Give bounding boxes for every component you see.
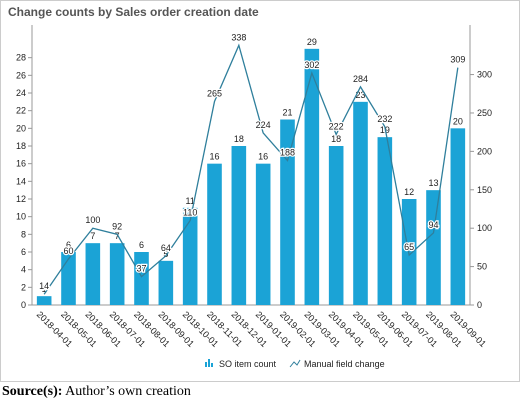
y-tick-label: 0	[21, 300, 26, 310]
bar	[207, 163, 222, 305]
caption-label: Source(s):	[2, 384, 63, 399]
bar-value-label: 6	[139, 240, 144, 250]
bar	[182, 207, 198, 305]
bar-value-label: 7	[115, 231, 120, 241]
y-tick-label: 18	[16, 141, 26, 151]
bar	[134, 252, 149, 305]
line-value-label: 188	[280, 148, 295, 158]
line-value-label: 222	[329, 121, 344, 131]
y2-tick-label: 150	[477, 185, 492, 195]
legend-icon	[211, 363, 213, 367]
y-tick-label: 10	[16, 212, 26, 222]
line-value-label: 14	[39, 281, 49, 291]
bar	[328, 146, 344, 305]
y2-tick-label: 0	[477, 300, 482, 310]
bar	[85, 243, 101, 305]
y-tick-label: 16	[16, 159, 26, 169]
bar	[353, 101, 368, 305]
legend-label: Manual field change	[304, 359, 385, 369]
y-tick-label: 26	[16, 70, 26, 80]
line	[43, 43, 459, 295]
line-value-label: 232	[377, 114, 392, 124]
line-value-label: 64	[161, 243, 171, 253]
chart-title: Change counts by Sales order creation da…	[8, 5, 259, 19]
bar-value-label: 29	[307, 37, 317, 47]
line-value-label: 302	[304, 60, 319, 70]
y2-tick-label: 50	[477, 262, 487, 272]
bar-value-label: 16	[258, 152, 268, 162]
y-tick-label: 22	[16, 106, 26, 116]
bar-value-label: 13	[428, 178, 438, 188]
bar	[158, 260, 174, 305]
line-value-label: 37	[136, 264, 146, 274]
y2-tick-label: 250	[477, 108, 492, 118]
line-value-label: 100	[85, 215, 100, 225]
line-value-label: 265	[207, 88, 222, 98]
line-value-label: 60	[63, 246, 73, 256]
bar	[280, 119, 295, 305]
bar	[36, 296, 52, 305]
y-tick-label: 4	[21, 265, 26, 275]
y-tick-label: 28	[16, 53, 26, 63]
bar	[304, 48, 320, 305]
bar-value-label: 20	[453, 116, 463, 126]
line-value-label: 309	[450, 55, 465, 65]
bar	[377, 137, 393, 305]
legend-icon	[205, 362, 207, 367]
bar-value-label: 7	[90, 231, 95, 241]
line-value-label: 92	[112, 221, 122, 231]
line-value-label: 65	[404, 242, 414, 252]
y2-tick-label: 100	[477, 223, 492, 233]
line-value-label: 224	[256, 120, 271, 130]
line-value-label: 110	[183, 208, 197, 218]
line-value-label: 94	[428, 220, 438, 230]
bar-value-label: 1	[42, 284, 47, 294]
caption-text: Author’s own creation	[65, 384, 191, 399]
bar-value-label: 11	[185, 196, 194, 206]
y2-tick-label: 200	[477, 146, 492, 156]
y-tick-label: 2	[21, 282, 26, 292]
bar	[109, 243, 125, 305]
bar-value-label: 5	[163, 249, 168, 259]
legend-icon	[289, 359, 301, 368]
y-tick-label: 24	[16, 88, 26, 98]
bar	[255, 163, 271, 305]
bar-value-label: 21	[282, 108, 292, 118]
y-tick-label: 14	[16, 176, 26, 186]
caption: Source(s): Author’s own creation	[2, 384, 191, 400]
bar-value-label: 16	[209, 152, 219, 162]
legend-label: SO item count	[219, 359, 277, 369]
y-tick-label: 20	[16, 123, 26, 133]
bar-value-label: 6	[66, 240, 71, 250]
chart: Change counts by Sales order creation da…	[0, 0, 520, 382]
bar-value-label: 18	[234, 134, 244, 144]
y-tick-label: 6	[21, 247, 26, 257]
y2-tick-label: 300	[477, 70, 492, 80]
y-tick-label: 12	[16, 194, 26, 204]
bar-value-label: 18	[331, 134, 341, 144]
bar	[450, 128, 466, 305]
y-tick-label: 8	[21, 229, 26, 239]
line-value-label: 338	[231, 32, 246, 42]
bar	[426, 190, 441, 305]
line-value-label: 284	[353, 74, 368, 84]
bar	[231, 146, 247, 305]
bar-value-label: 12	[404, 187, 414, 197]
bar-value-label: 23	[355, 90, 365, 100]
legend-icon	[208, 359, 210, 367]
